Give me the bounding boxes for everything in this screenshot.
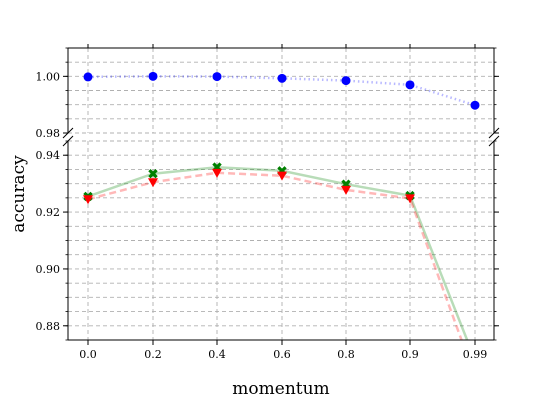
x-tick-label: 0.8 — [337, 348, 355, 361]
top-panel-series — [83, 71, 480, 110]
break-mark — [488, 127, 500, 139]
data-point-circle — [83, 72, 93, 82]
bottom-panel-series — [83, 162, 469, 340]
x-axis-title: momentum — [232, 379, 329, 399]
data-point-triangle — [277, 171, 287, 181]
bottom-y-tick-label: 0.88 — [36, 320, 61, 333]
break-mark — [488, 135, 500, 147]
data-point-circle — [148, 71, 158, 81]
break-mark — [62, 135, 74, 147]
axis-break-marks — [62, 127, 500, 147]
bottom-y-tick-label: 0.94 — [36, 149, 61, 162]
bottom-y-tick-label: 0.90 — [36, 263, 61, 276]
data-point-circle — [470, 100, 480, 110]
data-point-x — [148, 168, 158, 179]
break-mark — [62, 127, 74, 139]
top-y-tick-label: 1.00 — [36, 70, 61, 83]
data-point-triangle — [148, 178, 158, 188]
bottom-panel-grid — [68, 140, 494, 341]
data-point-triangle — [212, 168, 222, 178]
data-point-circle — [212, 72, 222, 82]
x-tick-label: 0.0 — [79, 348, 97, 361]
data-point-triangle — [83, 195, 93, 205]
data-point-triangle — [341, 185, 351, 195]
series-line-1 — [87, 165, 469, 340]
data-point-triangle — [405, 194, 415, 204]
data-point-circle — [405, 80, 415, 90]
axis-ticks: 0.98 1.00 0.88 0.90 0.92 0.94 0.0 0.2 0.4 0.6 0.8 0… — [36, 44, 499, 361]
x-tick-label: 0.9 — [401, 348, 419, 361]
x-tick-label: 0.6 — [273, 348, 291, 361]
y-axis-title: accuracy — [9, 155, 29, 233]
bottom-y-tick-label: 0.92 — [36, 206, 61, 219]
top-y-tick-label: 0.98 — [36, 127, 61, 140]
series-line-2 — [87, 171, 463, 340]
x-tick-label: 0.4 — [208, 348, 226, 361]
x-tick-label: 0.2 — [144, 348, 162, 361]
data-point-circle — [277, 73, 287, 83]
x-tick-label: 0.99 — [463, 348, 488, 361]
data-point-circle — [341, 76, 351, 86]
